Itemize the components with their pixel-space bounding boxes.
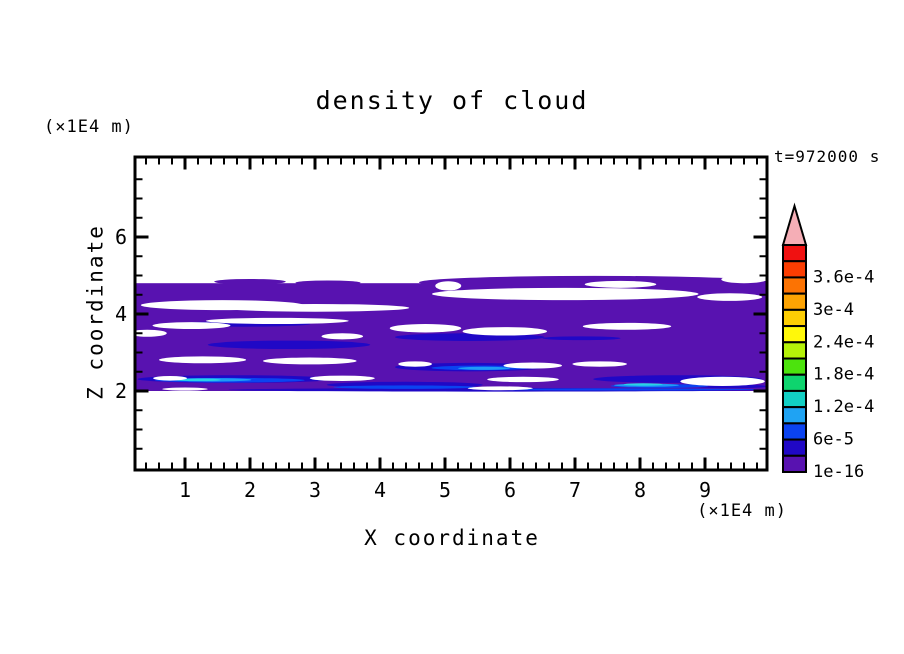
colorbar-cell bbox=[782, 406, 807, 425]
colorbar-cell bbox=[782, 357, 807, 376]
colorbar-label: 3e-4 bbox=[813, 300, 854, 320]
chart-title: density of cloud bbox=[315, 86, 589, 115]
x-tick-label: 4 bbox=[374, 478, 386, 502]
x-tick-label: 8 bbox=[634, 478, 646, 502]
density-streak-cyan bbox=[623, 383, 663, 386]
x-tick-label: 7 bbox=[569, 478, 581, 502]
colorbar-label: 1.2e-4 bbox=[813, 397, 874, 417]
cloud-gap bbox=[398, 361, 432, 367]
y-axis-unit-label: (×1E4 m) bbox=[44, 117, 134, 137]
density-streak-navy bbox=[542, 336, 621, 341]
colorbar-label: 2.4e-4 bbox=[813, 332, 874, 352]
colorbar-cell bbox=[782, 308, 807, 328]
x-tick-label: 2 bbox=[244, 478, 256, 502]
colorbar-cell bbox=[782, 454, 807, 473]
density-streak-blue bbox=[484, 388, 757, 391]
cloud-gap bbox=[205, 317, 349, 325]
cloud-gap bbox=[263, 357, 357, 365]
cloud-gap bbox=[309, 375, 375, 381]
colorbar-cell bbox=[782, 438, 807, 457]
colorbar-cell bbox=[782, 341, 807, 360]
density-streak-navy bbox=[207, 340, 371, 350]
colorbar-cell bbox=[782, 325, 807, 344]
cloud-gap bbox=[584, 280, 657, 288]
density-streak-cyan bbox=[175, 378, 221, 382]
cloud-gap bbox=[153, 375, 187, 381]
colorbar: 3.6e-4 3e-4 2.4e-4 1.8e-4 1.2e-4 6e-5 1e-16 bbox=[781, 202, 874, 482]
cloud-gap bbox=[572, 361, 627, 367]
y-tick-label: 4 bbox=[115, 302, 127, 326]
colorbar-cell bbox=[782, 244, 807, 263]
cloud-gap bbox=[487, 376, 559, 383]
plot-frame bbox=[133, 155, 769, 472]
cloud-gap bbox=[432, 287, 699, 301]
cloud-gap bbox=[680, 376, 765, 386]
cloud-gap bbox=[503, 362, 562, 369]
colorbar-cell bbox=[782, 389, 807, 409]
cloud-gap bbox=[462, 327, 548, 336]
cloud-gap bbox=[582, 322, 672, 330]
colorbar-label: 1.8e-4 bbox=[813, 365, 874, 385]
density-streak-lightblue bbox=[458, 366, 510, 370]
cloud-gap bbox=[152, 322, 231, 330]
x-axis-title: X coordinate bbox=[364, 526, 540, 550]
y-tick-label: 6 bbox=[115, 225, 127, 249]
colorbar-cell bbox=[782, 260, 807, 279]
axis-ticks bbox=[136, 158, 766, 469]
cloud-gap bbox=[162, 387, 208, 391]
x-axis-unit-label: (×1E4 m) bbox=[697, 501, 787, 521]
cloud-gap bbox=[389, 324, 462, 333]
colorbar-cell bbox=[782, 292, 807, 311]
colorbar-label: 6e-5 bbox=[813, 430, 854, 450]
cloud-gap bbox=[721, 275, 766, 284]
cloud-gap bbox=[136, 329, 167, 337]
x-tick-label: 3 bbox=[309, 478, 321, 502]
colorbar-label: 3.6e-4 bbox=[813, 267, 874, 287]
cloud-gap bbox=[220, 303, 410, 312]
colorbar-overflow-arrow bbox=[781, 202, 808, 246]
timestamp-label: t=972000 s bbox=[774, 147, 881, 166]
colorbar-label: 1e-16 bbox=[813, 462, 864, 482]
colorbar-cell bbox=[782, 422, 807, 441]
x-tick-label: 6 bbox=[504, 478, 516, 502]
cloud-field bbox=[136, 275, 766, 392]
cloud-top-bump bbox=[295, 280, 361, 286]
colorbar-cell bbox=[782, 373, 807, 392]
cloud-gap bbox=[435, 281, 462, 291]
cloud-gap bbox=[697, 293, 763, 301]
cloud-gap bbox=[321, 333, 364, 340]
x-tick-label: 9 bbox=[699, 478, 711, 502]
cloud-top-bump bbox=[214, 278, 286, 285]
y-tick-label: 2 bbox=[115, 379, 127, 403]
density-streak-blue bbox=[333, 385, 477, 389]
x-tick-label: 5 bbox=[439, 478, 451, 502]
cloud-gap bbox=[467, 386, 533, 391]
x-tick-label: 1 bbox=[179, 478, 191, 502]
colorbar-cell bbox=[782, 276, 807, 295]
cloud-gap bbox=[159, 356, 247, 364]
